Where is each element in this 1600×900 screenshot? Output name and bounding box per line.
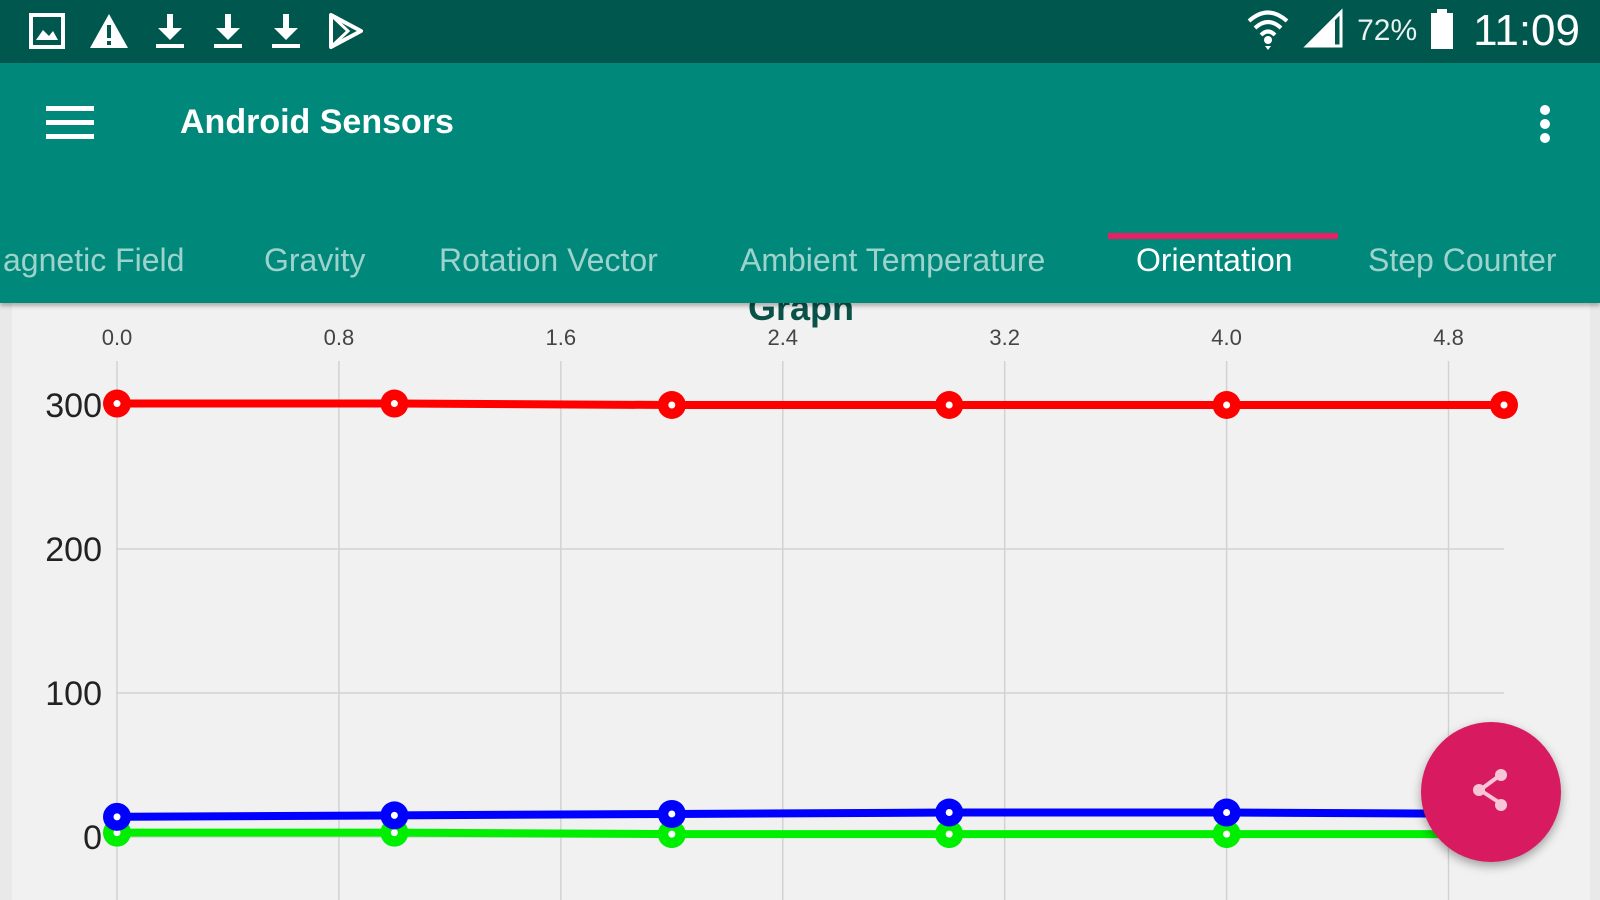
play-store-icon bbox=[326, 12, 364, 50]
data-point-center bbox=[945, 830, 953, 838]
data-point-center bbox=[113, 813, 121, 821]
gallery-icon bbox=[28, 12, 66, 50]
app-title: Android Sensors bbox=[180, 103, 454, 141]
clock: 11:09 bbox=[1473, 6, 1580, 55]
x-tick-label: 0.0 bbox=[102, 325, 133, 350]
x-tick-label: 2.4 bbox=[767, 325, 798, 350]
battery-percent: 72% bbox=[1357, 14, 1418, 47]
data-point-center bbox=[668, 401, 676, 409]
y-tick-label: 100 bbox=[45, 675, 102, 713]
y-tick-label: 0 bbox=[83, 819, 102, 857]
system-status-icons: 72% 11:09 bbox=[1245, 6, 1580, 56]
wifi-icon bbox=[1245, 6, 1291, 57]
series-line bbox=[117, 399, 1504, 409]
orientation-line-chart: 0.0 0.8 1.6 2.4 3.2 4.0 4.8 300 200 100 0 bbox=[45, 325, 1518, 900]
data-point-center bbox=[945, 401, 953, 409]
data-point-center bbox=[1223, 809, 1231, 817]
data-point-center bbox=[113, 400, 121, 408]
notification-icons bbox=[28, 8, 364, 54]
download-icon bbox=[268, 12, 304, 50]
menu-button[interactable] bbox=[36, 93, 106, 157]
sensor-tabs: agnetic Field Gravity Rotation Vector Am… bbox=[0, 218, 1600, 303]
data-point-center bbox=[113, 829, 121, 837]
x-tick-label: 1.6 bbox=[546, 325, 577, 350]
warning-icon bbox=[88, 12, 130, 50]
status-bar: 72% 11:09 bbox=[0, 0, 1600, 63]
x-tick-label: 0.8 bbox=[324, 325, 355, 350]
series-line bbox=[116, 808, 1505, 821]
data-point-center bbox=[1223, 830, 1231, 838]
battery-icon bbox=[1429, 7, 1455, 56]
tab-rotation-vector[interactable]: Rotation Vector bbox=[439, 242, 658, 278]
active-tab-indicator bbox=[1108, 233, 1338, 239]
graph-title: Graph bbox=[747, 303, 854, 328]
signal-icon bbox=[1303, 7, 1345, 55]
data-point-center bbox=[390, 400, 398, 408]
y-tick-label: 300 bbox=[45, 387, 102, 425]
download-icon bbox=[210, 12, 246, 50]
overflow-menu-button[interactable] bbox=[1520, 93, 1570, 157]
share-button[interactable] bbox=[1421, 722, 1561, 862]
series-line bbox=[117, 828, 1504, 839]
app-bar: Android Sensors agnetic Field Gravity Ro… bbox=[0, 63, 1600, 303]
data-point-center bbox=[1500, 401, 1508, 409]
tab-orientation[interactable]: Orientation bbox=[1136, 242, 1293, 278]
y-tick-label: 200 bbox=[45, 531, 102, 569]
data-point-center bbox=[668, 810, 676, 818]
tab-step-counter[interactable]: Step Counter bbox=[1368, 242, 1557, 278]
tab-gravity[interactable]: Gravity bbox=[264, 242, 366, 278]
data-point-center bbox=[668, 830, 676, 838]
hamburger-menu-icon bbox=[36, 106, 106, 161]
x-tick-label: 4.0 bbox=[1211, 325, 1242, 350]
share-icon bbox=[1465, 764, 1517, 821]
download-icon bbox=[152, 12, 188, 50]
tab-magnetic-field[interactable]: agnetic Field bbox=[3, 242, 185, 278]
x-tick-label: 3.2 bbox=[989, 325, 1020, 350]
data-point-center bbox=[1223, 401, 1231, 409]
data-point-center bbox=[945, 809, 953, 817]
more-vert-icon bbox=[1520, 105, 1570, 161]
graph-panel: Graph 0.0 0.8 1.6 2.4 3.2 4.0 4.8 300 200 100 0 bbox=[12, 303, 1590, 900]
tab-ambient-temperature[interactable]: Ambient Temperature bbox=[740, 242, 1046, 278]
data-point-center bbox=[390, 811, 398, 819]
x-tick-label: 4.8 bbox=[1433, 325, 1464, 350]
data-point-center bbox=[390, 829, 398, 837]
